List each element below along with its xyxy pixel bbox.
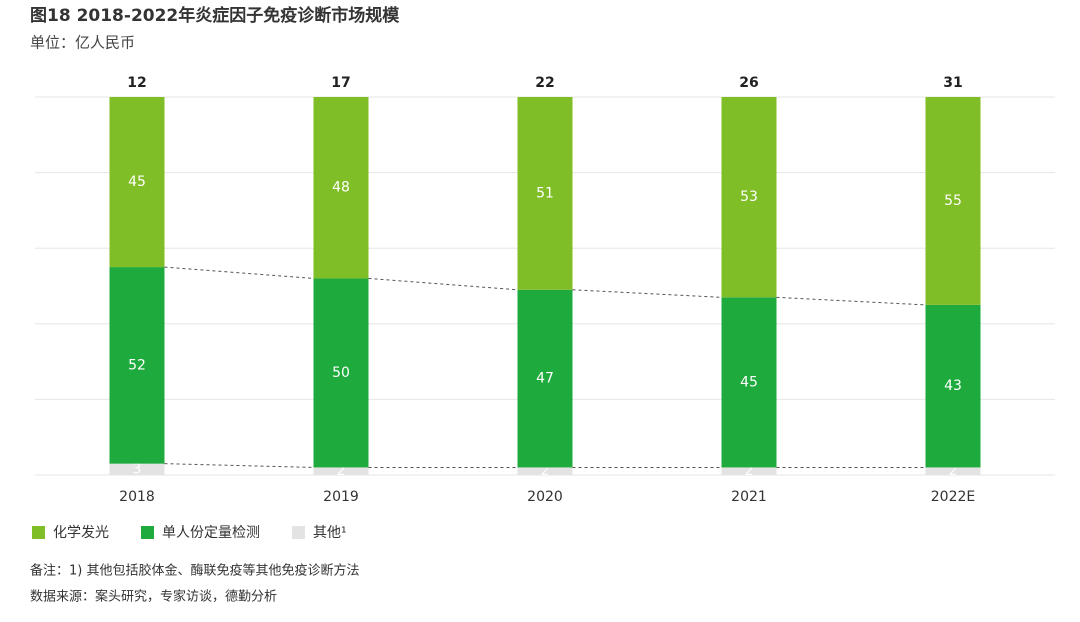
data-label: 2 bbox=[541, 463, 550, 479]
total-label: 22 bbox=[535, 75, 554, 91]
data-label: 2 bbox=[337, 463, 346, 479]
chart-subtitle: 单位：亿人民币 bbox=[30, 34, 135, 52]
bar-segment bbox=[313, 97, 369, 279]
data-label: 51 bbox=[536, 185, 554, 201]
data-label: 53 bbox=[740, 189, 758, 205]
connector bbox=[368, 277, 518, 291]
x-tick-label: 2018 bbox=[119, 489, 155, 505]
bar-segment bbox=[109, 97, 165, 268]
bar-segment bbox=[517, 289, 573, 468]
data-label: 3 bbox=[133, 461, 142, 477]
legend-swatch bbox=[141, 526, 154, 539]
connector bbox=[776, 296, 926, 306]
bar-segment bbox=[517, 97, 573, 290]
data-label: 45 bbox=[128, 174, 146, 190]
bar-segment bbox=[109, 463, 165, 475]
bar-segment bbox=[721, 297, 777, 468]
bar-segment bbox=[925, 467, 981, 475]
bar-segment bbox=[313, 278, 369, 468]
legend-swatch bbox=[292, 526, 305, 539]
legend-label: 其他¹ bbox=[313, 525, 347, 541]
legend-label: 单人份定量检测 bbox=[162, 525, 260, 541]
bar-segment bbox=[721, 97, 777, 298]
bar-segment bbox=[109, 267, 165, 464]
x-tick-label: 2019 bbox=[323, 489, 359, 505]
legend-swatch bbox=[32, 526, 45, 539]
note: 备注：1) 其他包括胶体金、酶联免疫等其他免疫诊断方法 bbox=[30, 563, 359, 579]
total-label: 31 bbox=[943, 75, 962, 91]
data-label: 2 bbox=[745, 463, 754, 479]
data-label: 43 bbox=[944, 378, 962, 394]
total-label: 17 bbox=[331, 75, 350, 91]
legend-label: 化学发光 bbox=[53, 525, 109, 541]
data-label: 48 bbox=[332, 180, 350, 196]
source: 数据来源：案头研究，专家访谈，德勤分析 bbox=[30, 589, 277, 605]
connector bbox=[164, 463, 314, 468]
bar-segment bbox=[517, 467, 573, 475]
data-label: 55 bbox=[944, 193, 962, 209]
data-label: 2 bbox=[949, 463, 958, 479]
x-tick-label: 2021 bbox=[731, 489, 767, 505]
bar-segment bbox=[925, 304, 981, 468]
chart-title: 图18 2018-2022年炎症因子免疫诊断市场规模 bbox=[30, 5, 400, 26]
connector bbox=[572, 289, 722, 298]
x-tick-label: 2022E bbox=[931, 489, 975, 505]
data-label: 52 bbox=[128, 357, 146, 373]
bar-segment bbox=[313, 467, 369, 475]
data-label: 50 bbox=[332, 365, 350, 381]
x-tick-label: 2020 bbox=[527, 489, 563, 505]
data-label: 47 bbox=[536, 371, 554, 387]
data-label: 45 bbox=[740, 374, 758, 390]
connector bbox=[164, 266, 314, 279]
total-label: 26 bbox=[739, 75, 758, 91]
bar-segment bbox=[925, 97, 981, 305]
bar-segment bbox=[721, 467, 777, 475]
total-label: 12 bbox=[127, 75, 146, 91]
